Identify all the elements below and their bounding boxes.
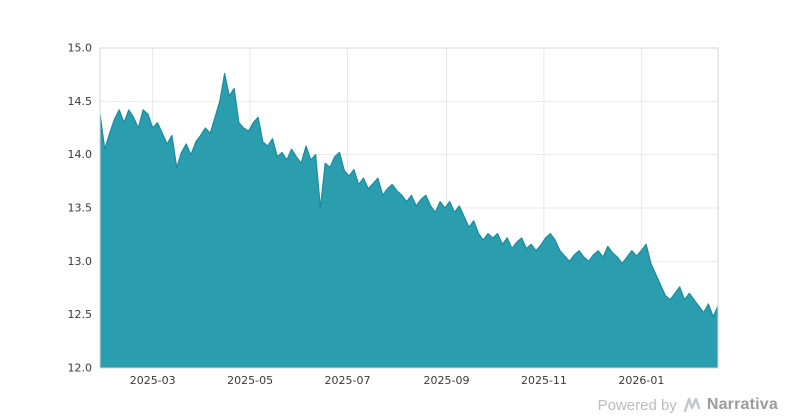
brand-label: Narrativa	[706, 396, 778, 413]
x-tick-label: 2025-07	[325, 374, 371, 387]
plot-border	[99, 47, 719, 369]
y-tick-label: 12.0	[68, 362, 93, 375]
footer-attribution: Powered by Narrativa	[598, 396, 778, 414]
y-tick-label: 14.5	[68, 95, 93, 108]
x-tick-label: 2026-01	[618, 374, 664, 387]
series-line	[99, 73, 719, 318]
x-tick-label: 2025-11	[521, 374, 567, 387]
x-tick-label: 2025-09	[424, 374, 470, 387]
y-tick-label: 15.0	[68, 42, 93, 55]
x-tick-label: 2025-03	[130, 374, 176, 387]
powered-by-label: Powered by	[597, 396, 677, 414]
area-chart: 12.0 12.5 13.0 13.5 14.0 14.5 15.0 2025-03 2025-…	[68, 42, 719, 387]
area-series	[100, 73, 718, 368]
y-tick-label: 12.5	[68, 308, 93, 321]
y-tick-label: 14.0	[68, 148, 93, 161]
y-tick-label: 13.0	[68, 255, 93, 268]
narrativa-logo-icon	[683, 396, 701, 414]
chart-container: 12.0 12.5 13.0 13.5 14.0 14.5 15.0 2025-03 2025-…	[68, 42, 719, 387]
y-tick-label: 13.5	[68, 202, 93, 215]
x-tick-label: 2025-05	[227, 374, 273, 387]
